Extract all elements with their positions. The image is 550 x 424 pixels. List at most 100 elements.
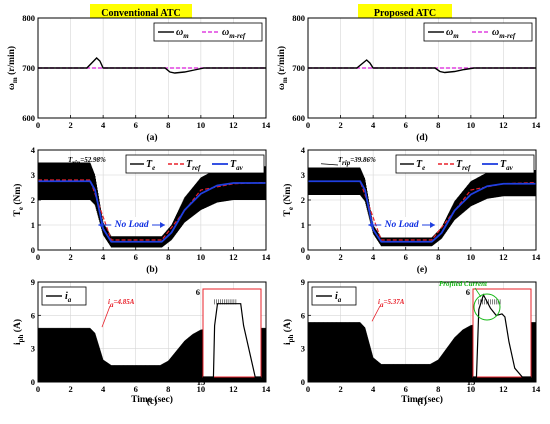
x-tick-label: 6 xyxy=(404,384,408,394)
x-tick-label: 8 xyxy=(436,120,440,130)
x-tick-label: 4 xyxy=(101,252,106,262)
panel-d: 0 2 4 6 8 10 12 14 600 700 800 ωm (r/min) (d) ωm ωm-re… xyxy=(276,13,541,143)
inset-y-tick-top: 6 xyxy=(196,287,200,297)
series-speed xyxy=(308,59,536,74)
x-tick-label: 0 xyxy=(36,384,40,394)
y-tick-label: 4 xyxy=(31,145,36,155)
series-torque-avg xyxy=(38,180,266,243)
x-tick-label: 0 xyxy=(306,252,310,262)
inset-series xyxy=(473,293,531,378)
noload-label-bg xyxy=(381,217,422,228)
y-axis-label: ωm (r/min) xyxy=(276,46,289,90)
series-torque-avg xyxy=(308,180,536,243)
x-tick-label: 6 xyxy=(134,120,138,130)
inset-y-tick-bottom: 0 xyxy=(196,370,200,380)
y-tick-label: 2 xyxy=(31,195,35,205)
inset-x-tick-left: 13 xyxy=(467,377,476,387)
panel-label: (c) xyxy=(147,396,158,407)
y-axis-label: Te (Nm) xyxy=(12,184,25,217)
legend-label-speed: ωm xyxy=(446,27,459,40)
x-tick-label: 14 xyxy=(262,384,271,394)
peak-current-annotation: ia=5.37A xyxy=(378,298,405,309)
x-tick-label: 6 xyxy=(134,384,138,394)
y-tick-label: 6 xyxy=(301,310,305,320)
title-proposed-bg xyxy=(358,4,452,20)
legend-label-torque-avg: Tav xyxy=(500,159,514,172)
x-tick-label: 12 xyxy=(499,252,508,262)
panel-label: (d) xyxy=(416,132,428,143)
legend-box xyxy=(395,154,535,174)
y-axis-label-text: ωm (r/min) xyxy=(276,46,289,90)
x-tick-label: 0 xyxy=(306,384,310,394)
x-tick-label: 4 xyxy=(101,384,106,394)
x-tick-label: 6 xyxy=(134,252,138,262)
legend-label-current: ia xyxy=(335,291,342,304)
legend-box xyxy=(311,286,357,306)
x-tick-label: 0 xyxy=(36,252,40,262)
legend-box xyxy=(125,154,265,174)
x-tick-label: 12 xyxy=(229,384,238,394)
noload-arrowhead-right xyxy=(160,222,166,228)
x-axis-label: Time (sec) xyxy=(401,394,443,405)
noload-label-bg xyxy=(111,217,152,228)
x-tick-label: 10 xyxy=(467,120,476,130)
y-tick-label: 600 xyxy=(22,113,35,123)
x-tick-label: 4 xyxy=(371,384,376,394)
inset-series-ripple xyxy=(214,299,237,305)
title-conventional: Conventional ATC xyxy=(90,4,192,20)
noload-label: No Load xyxy=(384,220,419,230)
x-tick-label: 6 xyxy=(404,120,408,130)
y-tick-label: 6 xyxy=(31,310,35,320)
peak-current-annotation: ia=4.85A xyxy=(108,298,135,309)
y-tick-label: 9 xyxy=(301,277,305,287)
plot-frame xyxy=(37,281,267,383)
callout-arrow xyxy=(474,287,482,298)
title-proposed: Proposed ATC xyxy=(358,4,452,20)
noload-arrowhead-left xyxy=(98,222,104,228)
x-tick-label: 4 xyxy=(371,252,376,262)
y-tick-label: 0 xyxy=(31,377,35,387)
x-tick-label: 12 xyxy=(229,252,238,262)
x-tick-label: 2 xyxy=(68,252,72,262)
x-tick-label: 8 xyxy=(166,252,170,262)
legend-label-torque-avg: Tav xyxy=(230,159,244,172)
y-axis-label-text: Te (Nm) xyxy=(12,184,25,217)
y-axis-label: iph (A) xyxy=(12,319,25,345)
panel-label: (a) xyxy=(146,132,157,143)
inset-y-tick-bottom: 0 xyxy=(466,370,470,380)
y-axis-label-text: Te (Nm) xyxy=(282,184,295,217)
y-axis-label: Te (Nm) xyxy=(282,184,295,217)
series-speed xyxy=(38,57,266,74)
x-tick-label: 2 xyxy=(338,120,342,130)
legend-label-speed-ref: ωm-ref xyxy=(222,27,246,40)
y-tick-label: 1 xyxy=(301,220,305,230)
x-tick-label: 14 xyxy=(262,252,271,262)
y-axis-label: ωm (r/min) xyxy=(6,46,19,90)
ripple-annotation-arrow xyxy=(320,163,339,166)
x-tick-label: 10 xyxy=(197,120,206,130)
callout-circle xyxy=(473,293,501,321)
x-tick-label: 6 xyxy=(404,252,408,262)
noload-label: No Load xyxy=(114,220,149,230)
legend-box xyxy=(41,286,87,306)
x-tick-label: 2 xyxy=(68,120,72,130)
y-tick-label: 3 xyxy=(31,344,35,354)
panel-f: 0 2 4 6 8 10 12 14 0 3 6 9 iph (A) (f)Time (sec) ia ia=… xyxy=(282,277,541,407)
legend-label-torque: Te xyxy=(146,159,155,172)
y-tick-label: 700 xyxy=(292,63,305,73)
title-proposed-text: Proposed ATC xyxy=(374,8,436,19)
x-tick-label: 10 xyxy=(467,252,476,262)
y-tick-label: 0 xyxy=(301,245,305,255)
x-tick-label: 14 xyxy=(532,252,541,262)
y-tick-label: 3 xyxy=(301,344,305,354)
y-tick-label: 4 xyxy=(301,145,306,155)
y-tick-label: 3 xyxy=(301,170,305,180)
x-tick-label: 14 xyxy=(532,120,541,130)
x-tick-label: 12 xyxy=(499,384,508,394)
panel-label: (b) xyxy=(146,264,158,275)
ripple-annotation: Trip=52.98% xyxy=(68,156,106,167)
legend-label-current: ia xyxy=(65,291,72,304)
legend-label-torque-ref: Tref xyxy=(456,159,471,172)
